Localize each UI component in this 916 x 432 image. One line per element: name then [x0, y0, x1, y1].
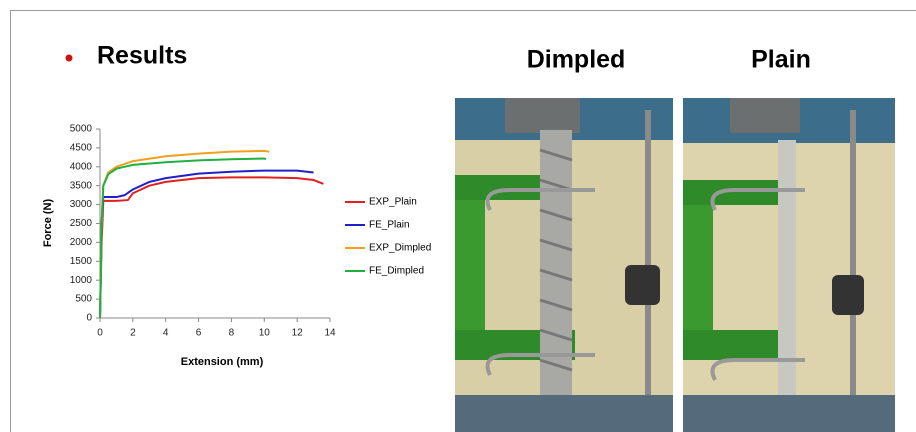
heading: Results: [97, 42, 187, 70]
legend-label: EXP_Plain: [369, 197, 417, 208]
y-tick-label: 1000: [70, 275, 93, 286]
x-tick-label: 14: [324, 328, 336, 339]
bullet: [66, 55, 73, 62]
photo-label: Dimpled: [527, 46, 626, 74]
y-tick-label: 500: [75, 294, 92, 305]
y-tick-label: 5000: [70, 124, 93, 135]
x-tick-label: 12: [292, 328, 304, 339]
y-tick-label: 0: [86, 313, 92, 324]
x-axis-label: Extension (mm): [181, 356, 264, 368]
y-tick-label: 2500: [70, 218, 93, 229]
legend-label: FE_Dimpled: [369, 266, 424, 277]
legend-label: FE_Plain: [369, 220, 410, 231]
page: Results Dimpled Plain Force (N) Extensio…: [0, 0, 916, 432]
x-tick-label: 6: [196, 328, 202, 339]
legend-label: EXP_Dimpled: [369, 243, 431, 254]
y-axis-label: Force (N): [42, 199, 54, 248]
photo-label: Plain: [751, 46, 811, 74]
y-tick-label: 4000: [70, 161, 93, 172]
y-tick-label: 3000: [70, 199, 93, 210]
photo-dimpled: [455, 98, 673, 432]
y-tick-label: 4500: [70, 143, 93, 154]
x-tick-label: 0: [97, 328, 103, 339]
x-tick-label: 10: [259, 328, 271, 339]
y-tick-label: 3500: [70, 180, 93, 191]
y-tick-label: 1500: [70, 256, 93, 267]
photo-plain: [683, 98, 895, 432]
x-tick-label: 4: [163, 328, 169, 339]
y-tick-label: 2000: [70, 237, 93, 248]
slide: Results Dimpled Plain Force (N) Extensio…: [0, 0, 916, 432]
x-tick-label: 8: [229, 328, 235, 339]
x-tick-label: 2: [130, 328, 136, 339]
